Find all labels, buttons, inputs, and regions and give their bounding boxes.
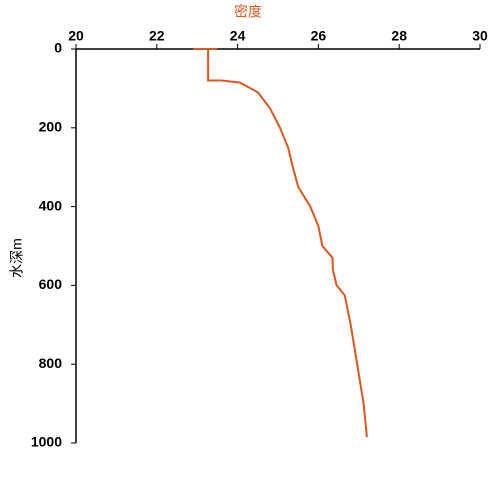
y-tick-label: 400 — [39, 197, 63, 213]
density-line — [193, 48, 368, 438]
chart-title: 密度 — [234, 4, 262, 20]
x-tick-label: 20 — [68, 28, 84, 44]
x-tick-label: 22 — [149, 28, 165, 44]
x-tick-label: 26 — [311, 28, 327, 44]
y-tick-label: 800 — [39, 355, 63, 371]
y-axis-label: 水深m — [9, 238, 25, 278]
y-tick-label: 1000 — [31, 434, 62, 450]
x-tick-label: 24 — [230, 28, 246, 44]
x-tick-label: 28 — [391, 28, 407, 44]
x-tick-label: 30 — [472, 28, 488, 44]
y-tick-label: 600 — [39, 276, 63, 292]
y-tick-label: 200 — [39, 119, 63, 135]
y-tick-label: 0 — [54, 40, 62, 56]
